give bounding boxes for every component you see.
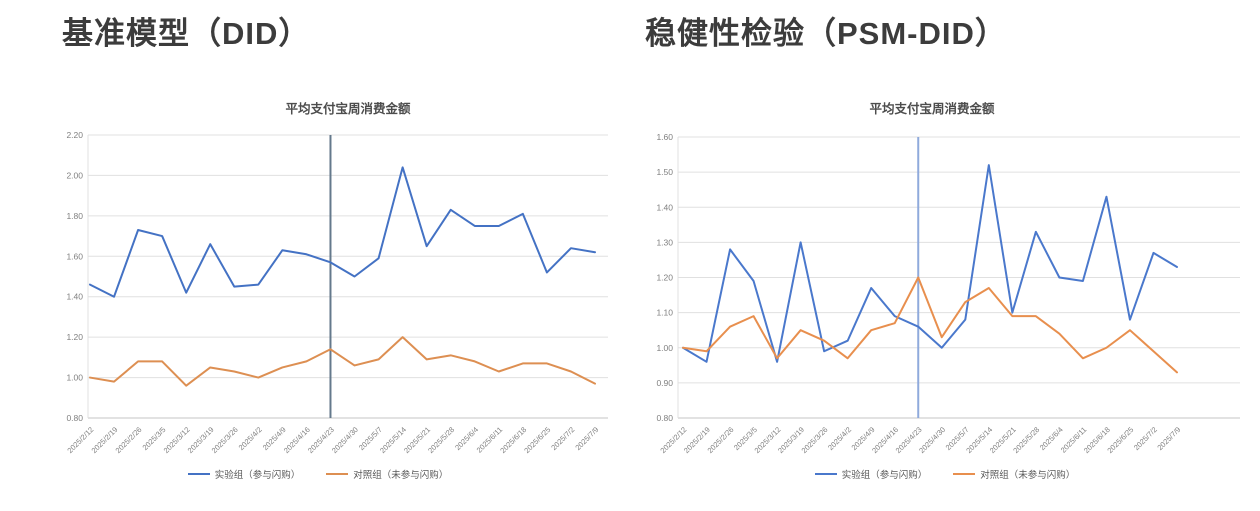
y-tick-label: 1.00 xyxy=(66,373,83,383)
chart-psm-did-canvas: 平均支付宝周消费金额 0.80 0.90 1.00 1.10 1.20 1.30 1.40 1… xyxy=(656,101,1240,455)
y-tick-label: 1.00 xyxy=(656,343,673,353)
legend-item-treatment: 实验组（参与闪购） xyxy=(187,467,301,481)
series-line-control xyxy=(89,336,596,387)
y-tick-label: 1.80 xyxy=(66,211,83,221)
y-tick-label: 1.60 xyxy=(66,251,83,261)
chart-did-canvas: 平均支付宝周消费金额 0.80 1.00 1.20 1.40 1.60 1.80 2.00 2… xyxy=(65,101,608,455)
y-tick-label: 0.90 xyxy=(656,378,673,388)
y-tick-label: 1.50 xyxy=(656,167,673,177)
plot-area: 0.80 0.90 1.00 1.10 1.20 1.30 1.40 1.50 1.60 2025… xyxy=(656,132,1240,455)
chart-title: 平均支付宝周消费金额 xyxy=(869,101,995,116)
y-tick-label: 1.40 xyxy=(66,292,83,302)
legend-item-control: 对照组（未参与闪购） xyxy=(326,467,448,481)
legend-item-treatment: 实验组（参与闪购） xyxy=(814,467,928,481)
legend-swatch-control-icon xyxy=(953,473,976,475)
legend-item-control: 对照组（未参与闪购） xyxy=(953,467,1075,481)
x-tick-label: 2025/7/2 xyxy=(1132,425,1159,452)
legend-label-treatment: 实验组（参与闪购） xyxy=(841,470,928,481)
panel-title-psm-did: 稳健性检验（PSM-DID） xyxy=(645,16,1007,51)
series-line-treatment xyxy=(89,166,596,298)
legend-swatch-treatment-icon xyxy=(814,473,837,475)
series-line-control xyxy=(682,276,1178,374)
plot-area: 0.801.001.201.401.601.802.002.202025/2/1… xyxy=(65,130,608,455)
x-tick-label: 2025/7/9 xyxy=(573,425,600,452)
y-tick-label: 1.20 xyxy=(656,273,673,283)
x-tick-label: 2025/4/2 xyxy=(237,425,264,452)
panel-title-did: 基准模型（DID） xyxy=(62,16,311,51)
chart-psm-did: 平均支付宝周消费金额 0.80 0.90 1.00 1.10 1.20 1.30 1.40 1… xyxy=(635,95,1255,495)
y-tick-label: 1.60 xyxy=(656,132,673,142)
x-tick-label: 2025/7/9 xyxy=(1155,425,1182,452)
x-tick-label: 2025/5/28 xyxy=(426,425,456,455)
legend-swatch-treatment-icon xyxy=(187,473,210,475)
x-tick-label: 2025/4/2 xyxy=(826,425,853,452)
chart-title: 平均支付宝周消费金额 xyxy=(285,101,411,116)
y-tick-label: 1.40 xyxy=(656,202,673,212)
chart-legend: 实验组（参与闪购） 对照组（未参与闪购） xyxy=(635,467,1255,481)
y-tick-label: 0.80 xyxy=(656,413,673,423)
y-tick-label: 1.10 xyxy=(656,308,673,318)
y-tick-label: 1.30 xyxy=(656,237,673,247)
x-tick-label: 2025/6/25 xyxy=(522,425,552,455)
x-tick-label: 2025/4/30 xyxy=(330,425,360,455)
x-tick-label: 2025/7/2 xyxy=(549,425,576,452)
y-tick-label: 2.20 xyxy=(66,130,83,140)
y-tick-label: 2.00 xyxy=(66,170,83,180)
x-tick-label: 2025/3/26 xyxy=(210,425,240,455)
x-tick-label: 2025/2/26 xyxy=(114,425,144,455)
y-tick-label: 0.80 xyxy=(66,413,83,423)
chart-legend: 实验组（参与闪购） 对照组（未参与闪购） xyxy=(8,467,628,481)
y-tick-label: 1.20 xyxy=(66,332,83,342)
legend-label-treatment: 实验组（参与闪购） xyxy=(214,470,301,481)
legend-swatch-control-icon xyxy=(326,473,349,475)
series-line-treatment xyxy=(682,164,1178,363)
chart-did: 平均支付宝周消费金额 0.80 1.00 1.20 1.40 1.60 1.80 2.00 2… xyxy=(8,95,628,495)
legend-label-control: 对照组（未参与闪购） xyxy=(353,470,449,481)
legend-label-control: 对照组（未参与闪购） xyxy=(980,470,1076,481)
